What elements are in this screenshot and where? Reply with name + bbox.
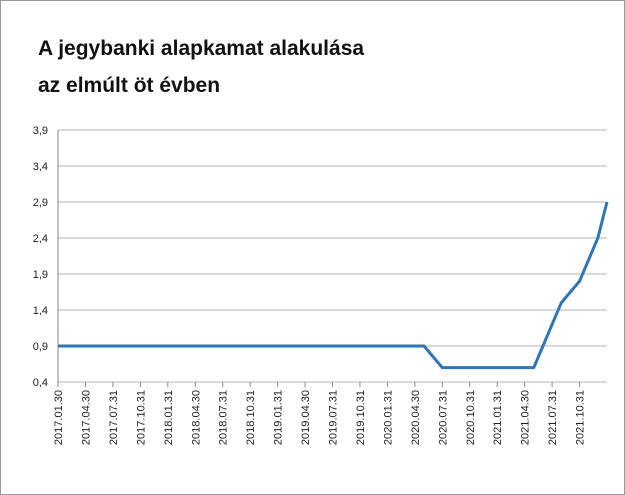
x-tick-label: 2021.07.31 (547, 390, 559, 445)
x-tick-label: 2019.10.31 (355, 390, 367, 445)
chart-title: az elmúlt öt évben (38, 74, 220, 97)
chart-title: A jegybanki alapkamat alakulása (38, 37, 364, 60)
y-tick-label: 3,9 (33, 125, 48, 137)
data-line (58, 201, 609, 370)
y-tick-label: 2,9 (33, 197, 48, 209)
x-tick-label: 2018.10.31 (245, 390, 257, 445)
x-tick-label: 2020.04.30 (410, 390, 422, 445)
x-tick-label: 2017.10.31 (135, 390, 147, 445)
x-tick-label: 2018.04.30 (190, 390, 202, 445)
x-tick-label: 2019.07.31 (328, 390, 340, 445)
y-tick-label: 2,4 (33, 233, 48, 245)
x-tick-label: 2018.01.31 (163, 390, 175, 445)
y-tick-label: 0,4 (33, 377, 48, 389)
x-tick-label: 2017.07.31 (108, 390, 120, 445)
y-tick-label: 0,9 (33, 341, 48, 353)
x-tick-label: 2019.01.31 (273, 390, 285, 445)
x-tick-label: 2021.10.31 (575, 390, 587, 445)
y-tick-label: 1,9 (33, 269, 48, 281)
y-tick-label: 1,4 (33, 305, 48, 317)
x-tick-label: 2018.07.31 (218, 390, 230, 445)
y-tick-label: 3,4 (33, 161, 48, 173)
x-tick-label: 2020.01.31 (382, 390, 394, 445)
x-tick-label: 2019.04.30 (300, 390, 312, 445)
x-tick-label: 2017.01.30 (53, 390, 65, 445)
x-tick-label: 2021.04.30 (520, 390, 532, 445)
x-tick-label: 2017.04.30 (80, 390, 92, 445)
x-tick-label: 2020.07.31 (437, 390, 449, 445)
x-tick-label: 2020.10.31 (465, 390, 477, 445)
x-tick-label: 2021.01.31 (492, 390, 504, 445)
